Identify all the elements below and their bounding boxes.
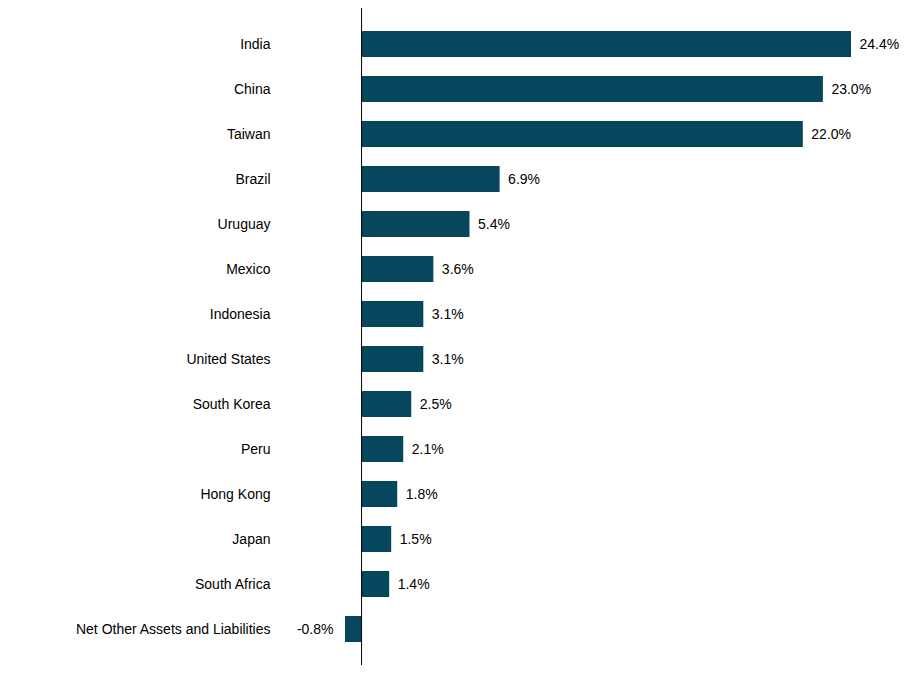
svg-text:Japan: Japan	[232, 531, 270, 547]
svg-text:Indonesia: Indonesia	[210, 306, 271, 322]
svg-text:Hong Kong: Hong Kong	[200, 486, 270, 502]
svg-text:Brazil: Brazil	[235, 171, 270, 187]
svg-text:1.8%: 1.8%	[406, 486, 438, 502]
svg-text:India: India	[240, 36, 271, 52]
svg-text:1.5%: 1.5%	[400, 531, 432, 547]
svg-text:South Africa: South Africa	[195, 576, 271, 592]
svg-text:23.0%: 23.0%	[831, 81, 871, 97]
svg-text:China: China	[234, 81, 271, 97]
svg-text:24.4%: 24.4%	[860, 36, 900, 52]
svg-text:Mexico: Mexico	[226, 261, 271, 277]
svg-text:6.9%: 6.9%	[508, 171, 540, 187]
svg-text:2.5%: 2.5%	[420, 396, 452, 412]
svg-text:22.0%: 22.0%	[811, 126, 851, 142]
svg-text:South Korea: South Korea	[193, 396, 271, 412]
svg-text:Taiwan: Taiwan	[227, 126, 271, 142]
svg-text:-0.8%: -0.8%	[297, 621, 334, 637]
svg-text:2.1%: 2.1%	[412, 441, 444, 457]
svg-text:3.6%: 3.6%	[442, 261, 474, 277]
svg-text:Peru: Peru	[241, 441, 271, 457]
svg-text:Net Other Assets and Liabiliti: Net Other Assets and Liabilities	[76, 621, 271, 637]
svg-text:United States: United States	[186, 351, 270, 367]
svg-text:1.4%: 1.4%	[398, 576, 430, 592]
svg-text:Uruguay: Uruguay	[218, 216, 271, 232]
svg-text:3.1%: 3.1%	[432, 306, 464, 322]
svg-text:3.1%: 3.1%	[432, 351, 464, 367]
svg-text:5.4%: 5.4%	[478, 216, 510, 232]
